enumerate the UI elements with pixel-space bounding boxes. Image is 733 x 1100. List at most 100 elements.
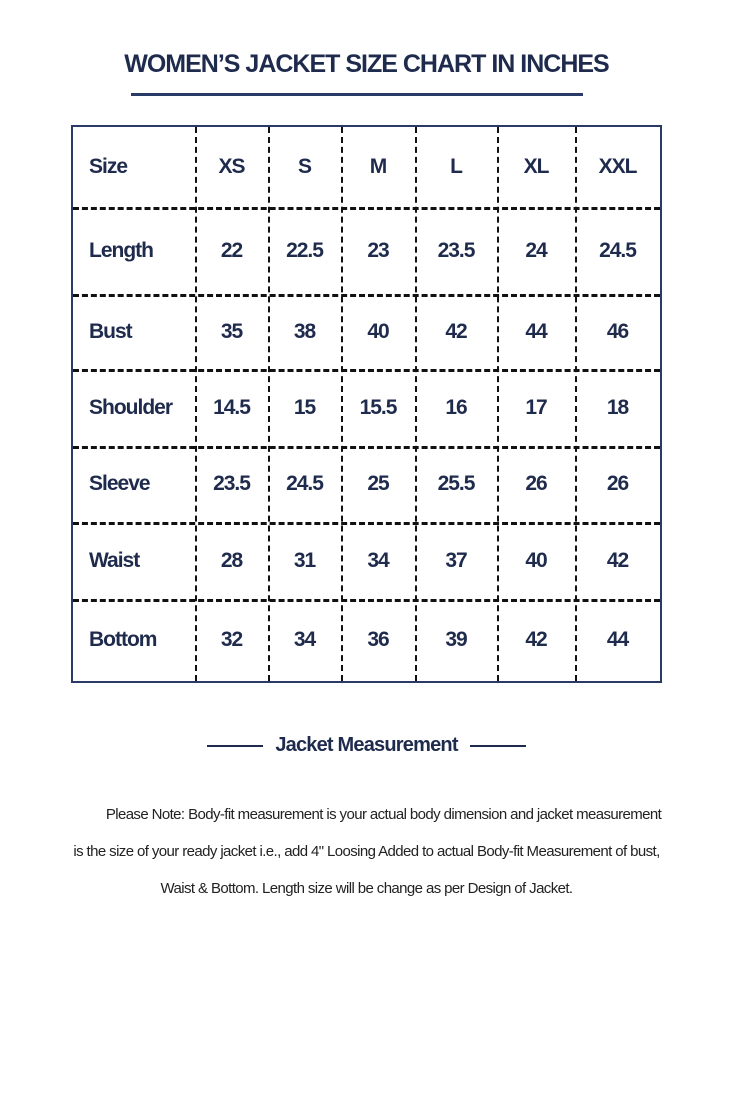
- table-cell: 36: [341, 599, 415, 681]
- cell-text: 42: [525, 628, 547, 651]
- table-cell: 24.5: [575, 207, 660, 294]
- cell-text: Bottom: [89, 628, 157, 651]
- table-cell: 39: [415, 599, 497, 681]
- table-cell: 24: [497, 207, 575, 294]
- table-cell: 14.5: [195, 369, 268, 446]
- row-divider: [73, 207, 660, 210]
- cell-text: 15.5: [359, 395, 398, 419]
- table-cell: 26: [497, 446, 575, 522]
- column-divider: [497, 127, 499, 681]
- cell-text: 34: [293, 628, 316, 651]
- cell-text: 44: [525, 319, 547, 343]
- table-cell: 42: [415, 294, 497, 369]
- cell-text: 42: [445, 319, 467, 343]
- cell-text: XL: [523, 155, 550, 178]
- table-cell: 23.5: [195, 446, 268, 522]
- row-label: Bottom: [73, 599, 195, 681]
- cell-text: Size: [89, 155, 128, 178]
- cell-text: 40: [367, 319, 389, 343]
- table-cell: 22.5: [268, 207, 341, 294]
- row-label: Waist: [73, 522, 195, 599]
- table-cell: 24.5: [268, 446, 341, 522]
- cell-text: 37: [445, 548, 467, 572]
- cell-text: 24.5: [286, 472, 324, 495]
- table-cell: 23.5: [415, 207, 497, 294]
- cell-text: Shoulder: [89, 395, 173, 419]
- cell-text: 42: [606, 548, 629, 572]
- cell-text: Waist: [89, 548, 140, 572]
- table-cell: 44: [575, 599, 660, 681]
- table-cell: 42: [575, 522, 660, 599]
- cell-text: Sleeve: [89, 472, 151, 495]
- note-line: Please Note: Body-fit measurement is you…: [105, 806, 662, 823]
- cell-text: 23.5: [437, 238, 476, 262]
- table-cell: 40: [341, 294, 415, 369]
- page-title: WOMEN’S JACKET SIZE CHART IN INCHES: [0, 50, 733, 79]
- size-chart-table: Size XS S M L XL XXL Length 22 22.5 23 23.5 24 24.5 Bu…: [71, 125, 662, 683]
- cell-text: 14.5: [213, 395, 251, 419]
- row-label: Shoulder: [73, 369, 195, 446]
- row-divider: [73, 599, 660, 602]
- table-cell: 18: [575, 369, 660, 446]
- title-underline: [131, 93, 583, 96]
- table-cell: 16: [415, 369, 497, 446]
- table-cell: 15.5: [341, 369, 415, 446]
- table-cell: 17: [497, 369, 575, 446]
- row-label: Bust: [73, 294, 195, 369]
- cell-text: 22.5: [286, 238, 324, 262]
- cell-text: 26: [525, 472, 547, 495]
- cell-text: 18: [606, 395, 629, 419]
- note-line: Waist & Bottom. Length size will be chan…: [160, 880, 574, 897]
- cell-text: Length: [89, 238, 154, 262]
- measurement-note: Please Note: Body-fit measurement is you…: [16, 796, 717, 907]
- table-cell: 25.5: [415, 446, 497, 522]
- table-cell: 28: [195, 522, 268, 599]
- cell-text: 23: [367, 238, 389, 262]
- table-cell: 25: [341, 446, 415, 522]
- column-divider: [575, 127, 577, 681]
- cell-text: 25.5: [437, 472, 476, 495]
- table-cell: 46: [575, 294, 660, 369]
- caption-rule-left: [207, 744, 264, 747]
- header-size: XS: [195, 127, 268, 207]
- header-size: L: [415, 127, 497, 207]
- cell-text: 24.5: [599, 238, 637, 262]
- cell-text: 39: [445, 628, 467, 651]
- cell-text: 26: [606, 472, 629, 495]
- row-divider: [73, 369, 660, 372]
- cell-text: 34: [367, 548, 389, 572]
- header-size: M: [341, 127, 415, 207]
- row-divider: [73, 446, 660, 449]
- cell-text: L: [450, 155, 463, 178]
- column-divider: [415, 127, 417, 681]
- cell-text: 24: [525, 238, 547, 262]
- table-cell: 44: [497, 294, 575, 369]
- row-divider: [73, 522, 660, 525]
- cell-text: 16: [445, 395, 467, 419]
- cell-text: M: [369, 155, 387, 178]
- cell-text: 15: [293, 395, 316, 419]
- header-label: Size: [73, 127, 195, 207]
- table-cell: 34: [341, 522, 415, 599]
- cell-text: 32: [220, 628, 243, 651]
- cell-text: S: [297, 155, 312, 178]
- cell-text: 28: [220, 548, 243, 572]
- cell-text: 35: [220, 319, 243, 343]
- caption-rule-right: [469, 744, 526, 747]
- row-divider: [73, 294, 660, 297]
- cell-text: 22: [220, 238, 243, 262]
- column-divider: [341, 127, 343, 681]
- column-divider: [268, 127, 270, 681]
- table-cell: 40: [497, 522, 575, 599]
- header-size: S: [268, 127, 341, 207]
- cell-text: 38: [293, 319, 316, 343]
- cell-text: 46: [606, 319, 629, 343]
- table-cell: 26: [575, 446, 660, 522]
- table-cell: 42: [497, 599, 575, 681]
- table-cell: 32: [195, 599, 268, 681]
- header-size: XXL: [575, 127, 660, 207]
- note-line: is the size of your ready jacket i.e., a…: [73, 843, 660, 860]
- cell-text: Bust: [89, 319, 133, 343]
- cell-text: 25: [367, 472, 389, 495]
- table-cell: 22: [195, 207, 268, 294]
